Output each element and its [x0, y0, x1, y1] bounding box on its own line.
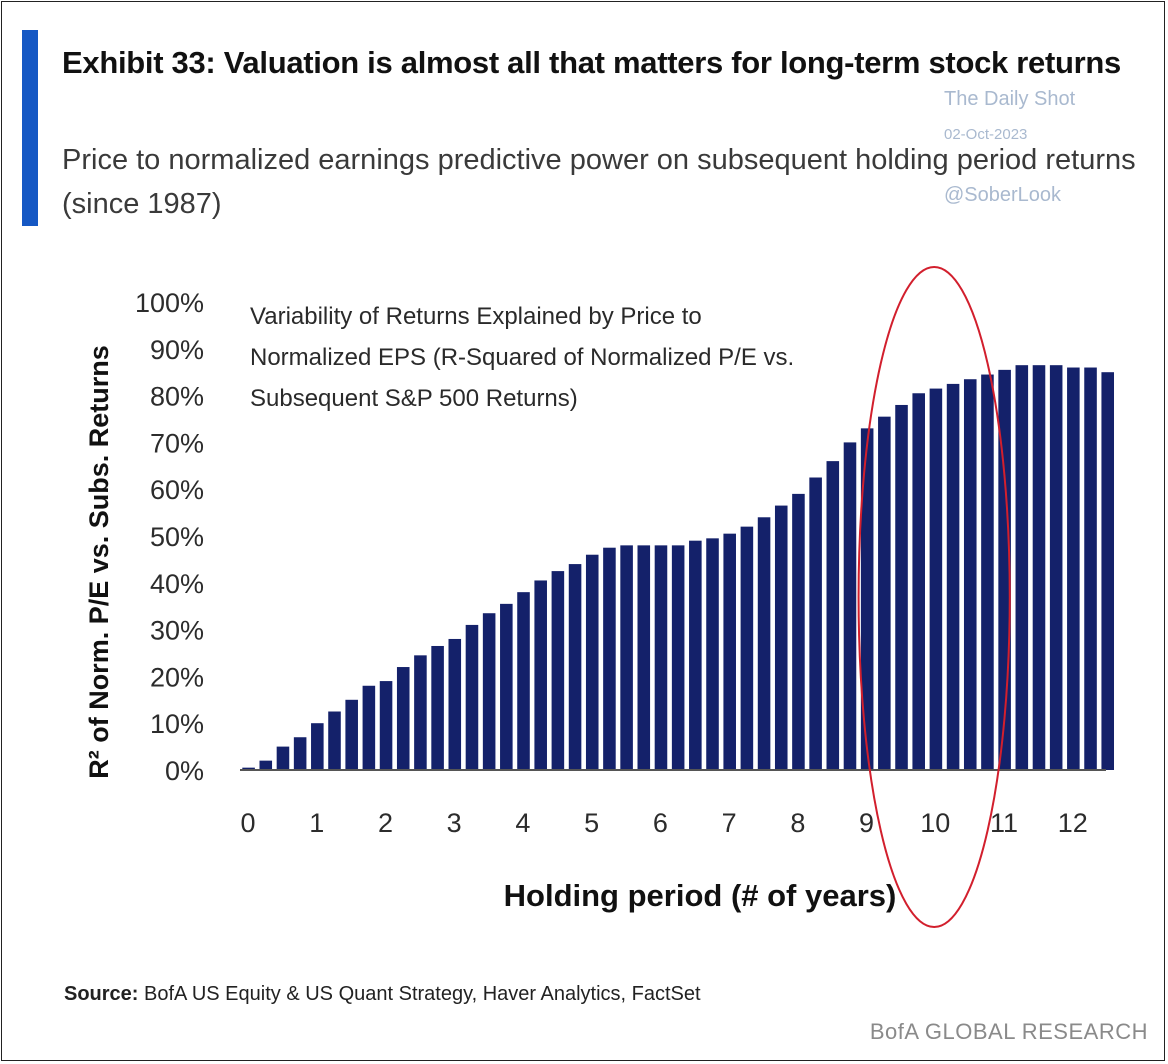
source-text: BofA US Equity & US Quant Strategy, Have…	[144, 983, 701, 1005]
bar	[328, 711, 341, 770]
bar	[482, 613, 496, 770]
bar	[757, 517, 771, 770]
source-note: Source: BofA US Equity & US Quant Strate…	[64, 983, 701, 1006]
source-label: Source:	[64, 983, 139, 1005]
y-tick-label: 40%	[150, 569, 204, 599]
x-tick-label: 8	[790, 808, 805, 838]
watermark-date: 02-Oct-2023	[944, 126, 1028, 143]
bar	[860, 428, 874, 770]
y-tick-labels: 0% 10% 20% 30% 40% 50% 60% 70% 80% 90% 100%	[135, 288, 204, 786]
x-tick-label: 4	[515, 808, 530, 838]
y-tick-label: 20%	[150, 662, 204, 692]
y-tick-label: 50%	[150, 522, 204, 552]
x-tick-label: 5	[584, 808, 599, 838]
bar	[379, 681, 393, 770]
y-tick-label: 70%	[150, 428, 204, 458]
bar	[981, 374, 994, 770]
bar	[1032, 365, 1046, 770]
x-tick-label: 0	[240, 808, 255, 838]
bar	[551, 571, 565, 770]
x-tick-label: 3	[447, 808, 462, 838]
bar	[568, 564, 582, 770]
bar	[723, 533, 736, 770]
watermark-name: The Daily Shot	[944, 88, 1076, 110]
x-tick-labels: 0 1 2 3 4 5 6 7 8 9 10 11 12	[240, 808, 1087, 838]
bar	[826, 461, 840, 770]
bar	[465, 624, 479, 770]
x-tick-label: 7	[722, 808, 737, 838]
x-axis-label: Holding period (# of years)	[504, 878, 897, 913]
chart-subtitle: Price to normalized earnings predictive …	[62, 144, 1136, 220]
bar	[259, 760, 273, 770]
bar	[517, 592, 530, 770]
bar	[792, 493, 805, 770]
y-tick-label: 90%	[150, 335, 204, 365]
x-tick-label: 1	[309, 808, 324, 838]
bar	[293, 737, 307, 770]
bar	[671, 545, 685, 770]
watermark-handle: @SoberLook	[944, 184, 1062, 206]
bar	[362, 685, 376, 770]
bar	[912, 393, 925, 770]
annotation-line: Variability of Returns Explained by Pric…	[250, 303, 702, 330]
bar	[637, 545, 651, 770]
highlight-ellipse	[857, 266, 1011, 928]
bar	[1015, 365, 1029, 770]
bar	[1084, 367, 1097, 770]
x-tick-label: 6	[653, 808, 668, 838]
y-tick-label: 10%	[150, 709, 204, 739]
chart-title: Exhibit 33: Valuation is almost all that…	[62, 45, 1121, 80]
title-accent-bar	[22, 30, 38, 226]
bar	[276, 746, 290, 770]
bar	[585, 554, 599, 770]
bar	[448, 638, 462, 770]
bar	[895, 404, 908, 770]
annotation-line: Subsequent S&P 500 Returns)	[250, 385, 578, 412]
bar	[534, 580, 547, 770]
bar	[946, 383, 960, 770]
bar	[774, 505, 788, 770]
bar	[1101, 372, 1115, 770]
bar	[1067, 367, 1080, 770]
x-tick-label: 11	[990, 808, 1018, 838]
bar	[620, 545, 633, 770]
bar	[809, 477, 822, 770]
bar	[500, 603, 513, 770]
bar	[843, 442, 857, 770]
y-tick-label: 100%	[135, 288, 204, 318]
y-tick-label: 30%	[150, 616, 204, 646]
bar	[1049, 365, 1063, 770]
bar	[740, 526, 754, 770]
y-tick-label: 0%	[165, 756, 204, 786]
y-axis-label: R² of Norm. P/E vs. Subs. Returns	[84, 345, 114, 779]
bar	[963, 379, 977, 770]
bar	[654, 545, 668, 770]
bar	[311, 723, 324, 770]
annotation-line: Normalized EPS (R-Squared of Normalized …	[250, 344, 794, 371]
bar	[242, 767, 255, 770]
bar	[929, 388, 943, 770]
chart-annotation: Variability of Returns Explained by Pric…	[250, 303, 794, 412]
y-tick-label: 60%	[150, 475, 204, 505]
x-tick-label: 12	[1058, 808, 1088, 838]
x-tick-label: 10	[920, 808, 950, 838]
x-tick-label: 2	[378, 808, 393, 838]
bar	[414, 655, 427, 770]
bar	[603, 547, 616, 770]
y-tick-label: 80%	[150, 382, 204, 412]
bar	[689, 540, 702, 770]
bar	[345, 699, 358, 770]
bar	[396, 667, 410, 770]
bars	[242, 365, 1115, 770]
bar	[706, 538, 719, 770]
bar	[878, 416, 891, 770]
brand-label: BofA GLOBAL RESEARCH	[869, 1019, 1148, 1044]
bar	[431, 645, 444, 770]
x-tick-label: 9	[859, 808, 874, 838]
